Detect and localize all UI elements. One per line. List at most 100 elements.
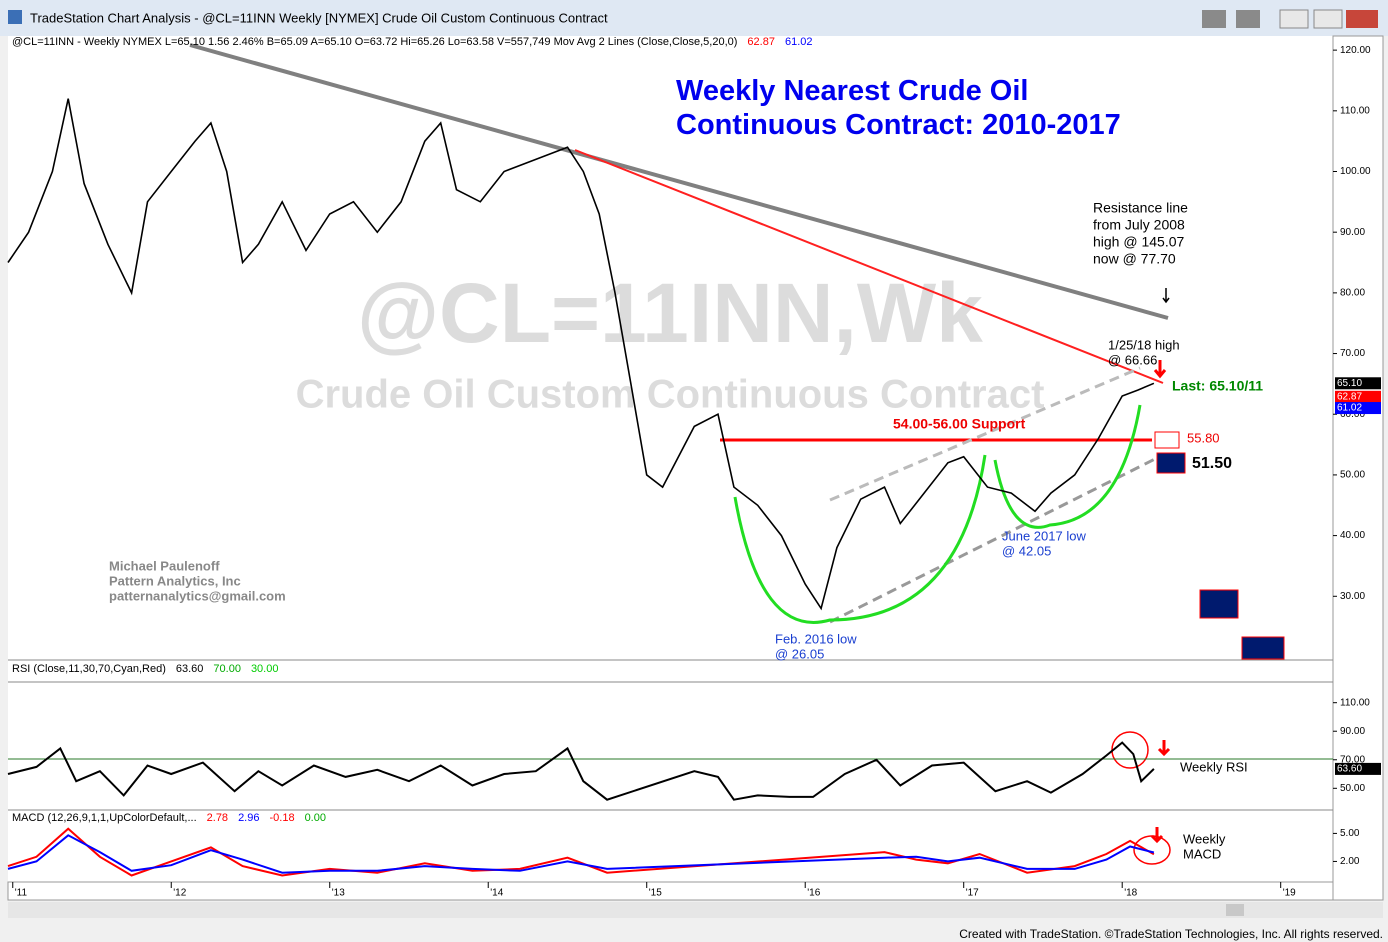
arrow: [1162, 288, 1170, 304]
price-axis: [1332, 35, 1384, 901]
highlight: [1133, 835, 1171, 865]
price-tag: [1335, 390, 1381, 403]
target-box: [1156, 452, 1186, 474]
channel-line: [829, 453, 1164, 624]
series-line: [7, 834, 1155, 874]
y-tick-label: 90.00: [1340, 726, 1365, 737]
app-icon: [8, 10, 22, 24]
title-bar: [0, 0, 1388, 36]
annotation: Last: 65.10/11: [1172, 378, 1263, 394]
pane-header: 2.78: [207, 812, 228, 824]
scroll-thumb[interactable]: [1226, 904, 1244, 916]
price-tag-label: 62.87: [1337, 391, 1362, 402]
pane-header: 2.96: [238, 812, 259, 824]
price-tag: [1335, 762, 1381, 775]
price-tag-label: 61.02: [1337, 403, 1362, 414]
resistance-line: [189, 43, 1169, 320]
y-tick-label: 50.00: [1340, 470, 1365, 481]
window-title: TradeStation Chart Analysis - @CL=11INN …: [30, 10, 608, 25]
plot-area: [8, 36, 1333, 882]
pane-header: MACD (12,26,9,1,1,UpColorDefault,...: [12, 812, 197, 824]
watermark: @CL=11INN,Wk: [357, 266, 983, 360]
annotation: @ 42.05: [1002, 543, 1051, 558]
annotation: Resistance line: [1093, 200, 1188, 216]
series-line: [7, 741, 1155, 801]
y-tick-label: 5.00: [1340, 828, 1360, 839]
menu-button[interactable]: [1236, 10, 1260, 28]
x-tick-label: '11: [15, 888, 28, 899]
target-box: [1241, 636, 1285, 660]
annotation: Pattern Analytics, Inc: [109, 573, 241, 588]
annotation: Michael Paulenoff: [109, 558, 220, 573]
annotation: @ 26.05: [775, 646, 824, 661]
pane-header: -0.18: [269, 812, 294, 824]
y-tick-label: 120.00: [1340, 45, 1371, 56]
x-tick-label: '15: [649, 888, 662, 899]
minimize[interactable]: [1279, 9, 1309, 29]
maximize[interactable]: [1313, 9, 1343, 29]
s-button[interactable]: [1202, 10, 1226, 28]
y-tick-label: 90.00: [1340, 227, 1365, 238]
annotation: high @ 145.07: [1093, 234, 1184, 250]
pane-header: 70.00: [213, 663, 241, 675]
y-tick-label: 110.00: [1340, 697, 1370, 708]
pane-header: @CL=11INN - Weekly NYMEX L=65.10 1.56 2.…: [12, 36, 737, 48]
pane-header: RSI (Close,11,30,70,Cyan,Red): [12, 663, 166, 675]
annotation: 55.80: [1187, 430, 1220, 445]
trend-line: [574, 149, 1164, 384]
pane-header: 61.02: [785, 36, 813, 48]
channel-line: [829, 366, 1141, 502]
target-box: [1199, 589, 1239, 619]
y-tick-label: 40.00: [1340, 530, 1365, 541]
annotation: 51.50: [1192, 455, 1232, 472]
annotation: 54.00-56.00 Support: [893, 416, 1026, 432]
drawings: [8, 43, 1333, 865]
annotation: Feb. 2016 low: [775, 631, 857, 646]
series-line: [7, 98, 1155, 611]
y-tick-label: 60.00: [1340, 409, 1365, 420]
annotation: now @ 77.70: [1093, 251, 1176, 267]
annotation: June 2017 low: [1002, 528, 1086, 543]
annotation: patternanalytics@gmail.com: [109, 588, 286, 603]
pane-header: 30.00: [251, 663, 279, 675]
x-tick-label: '18: [1124, 888, 1137, 899]
series-line: [7, 827, 1155, 877]
y-tick-label: 2.00: [1340, 856, 1360, 867]
price-tag-label: 63.60: [1337, 764, 1362, 775]
annotation: MACD: [1183, 846, 1221, 861]
annotation: 1/25/18 high: [1108, 337, 1180, 352]
close[interactable]: [1346, 10, 1378, 28]
annotation: from July 2008: [1093, 217, 1185, 233]
y-tick-label: 30.00: [1340, 591, 1365, 602]
x-tick-label: '13: [332, 888, 345, 899]
annotation: @ 66.66: [1108, 352, 1157, 367]
annotation: Weekly RSI: [1180, 759, 1248, 774]
arrow: [1153, 360, 1167, 379]
x-tick-label: '14: [490, 888, 503, 899]
time-axis: [7, 881, 1334, 901]
cup-arc: [993, 404, 1142, 529]
x-tick-label: '17: [966, 888, 979, 899]
annotation: Weekly: [1183, 831, 1226, 846]
x-tick-label: '16: [807, 888, 820, 899]
chart-title: Weekly Nearest Crude Oil Continuous Cont…: [676, 75, 1121, 141]
pane-header: 62.87: [747, 36, 775, 48]
pane-header: 63.60: [176, 663, 204, 675]
x-tick-label: '19: [1283, 888, 1296, 899]
watermark: Crude Oil Custom Continuous Contract: [296, 373, 1045, 417]
y-tick-label: 70.00: [1340, 348, 1365, 359]
y-tick-label: 70.00: [1340, 754, 1365, 765]
cup-arc: [733, 454, 987, 624]
pane-header: 0.00: [305, 812, 326, 824]
footer: Created with TradeStation. ©TradeStation…: [959, 927, 1383, 941]
y-tick-label: 50.00: [1340, 783, 1365, 794]
y-tick-label: 80.00: [1340, 288, 1365, 299]
arrow: [1157, 740, 1171, 757]
scrollbar[interactable]: [8, 902, 1383, 918]
price-tag-label: 65.10: [1337, 378, 1362, 389]
y-tick-label: 100.00: [1340, 166, 1371, 177]
y-tick-label: 110.00: [1340, 105, 1370, 116]
